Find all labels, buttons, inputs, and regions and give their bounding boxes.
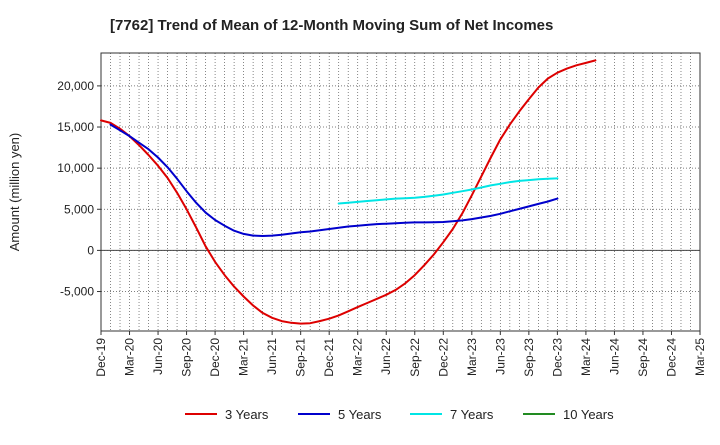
legend-item: 7 Years	[410, 407, 494, 422]
y-tick-label: 10,000	[57, 161, 94, 175]
x-tick-label: Sep-22	[408, 338, 422, 377]
x-tick-label: Dec-19	[94, 338, 108, 377]
x-tick-label: Jun-24	[607, 338, 621, 375]
x-tick-label: Dec-22	[436, 338, 450, 377]
axis-layer: -5,000 0 5,000 10,000 15,000 20,000 Dec-19 Mar-…	[57, 52, 707, 377]
x-tick-label: Dec-21	[322, 338, 336, 377]
plot-area	[101, 53, 700, 331]
legend-label: 10 Years	[563, 407, 614, 422]
y-tick-label: 5,000	[64, 202, 94, 216]
series-line	[109, 123, 559, 237]
x-tick-label: Mar-24	[579, 338, 593, 376]
x-tick-label: Sep-20	[180, 338, 194, 377]
legend-label: 7 Years	[450, 407, 494, 422]
x-tick-label: Dec-24	[664, 338, 678, 377]
legend: 3 Years 5 Years 7 Years 10 Years	[185, 407, 614, 422]
chart-title: [7762] Trend of Mean of 12-Month Moving …	[110, 17, 553, 34]
x-tick-label: Dec-20	[208, 338, 222, 377]
legend-label: 5 Years	[338, 407, 382, 422]
y-axis-label: Amount (million yen)	[7, 133, 22, 252]
y-tick-label: 0	[87, 243, 94, 257]
grid-layer	[100, 53, 701, 331]
x-tick-label: Jun-22	[379, 338, 393, 375]
x-tick-label: Sep-21	[294, 338, 308, 377]
y-tick-label: 15,000	[57, 120, 94, 134]
x-tick-label: Mar-22	[351, 338, 365, 376]
y-tick-label: -5,000	[60, 285, 94, 299]
legend-label: 3 Years	[225, 407, 269, 422]
x-tick-label: Jun-23	[493, 338, 507, 375]
x-tick-label: Mar-25	[693, 338, 707, 376]
x-tick-label: Dec-23	[550, 338, 564, 377]
series-layer	[100, 59, 597, 325]
x-tick-label: Mar-23	[465, 338, 479, 376]
series-line	[337, 177, 559, 205]
plot-frame	[100, 52, 701, 332]
x-tick-label: Mar-20	[123, 338, 137, 376]
legend-item: 10 Years	[523, 407, 614, 422]
x-tick-label: Sep-23	[522, 338, 536, 377]
y-tick-label: 20,000	[57, 79, 94, 93]
x-tick-label: Mar-21	[237, 338, 251, 376]
x-tick-label: Sep-24	[636, 338, 650, 377]
legend-item: 5 Years	[298, 407, 382, 422]
series-line	[100, 59, 597, 325]
x-tick-label: Jun-21	[265, 338, 279, 375]
legend-item: 3 Years	[185, 407, 269, 422]
x-tick-label: Jun-20	[151, 338, 165, 375]
